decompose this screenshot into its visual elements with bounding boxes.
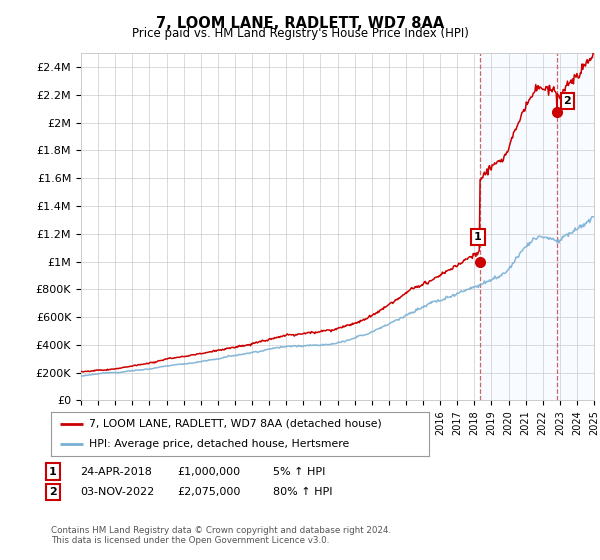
Text: 03-NOV-2022: 03-NOV-2022 [80, 487, 154, 497]
Text: 5% ↑ HPI: 5% ↑ HPI [273, 466, 325, 477]
Text: 80% ↑ HPI: 80% ↑ HPI [273, 487, 332, 497]
Text: 7, LOOM LANE, RADLETT, WD7 8AA: 7, LOOM LANE, RADLETT, WD7 8AA [156, 16, 444, 31]
Text: HPI: Average price, detached house, Hertsmere: HPI: Average price, detached house, Hert… [89, 439, 349, 449]
Text: £2,075,000: £2,075,000 [177, 487, 241, 497]
Text: £1,000,000: £1,000,000 [177, 466, 240, 477]
Text: 24-APR-2018: 24-APR-2018 [80, 466, 152, 477]
Bar [479, 53, 594, 400]
Text: This data is licensed under the Open Government Licence v3.0.: This data is licensed under the Open Gov… [51, 536, 329, 545]
Text: Contains HM Land Registry data © Crown copyright and database right 2024.: Contains HM Land Registry data © Crown c… [51, 526, 391, 535]
Text: Price paid vs. HM Land Registry's House Price Index (HPI): Price paid vs. HM Land Registry's House … [131, 27, 469, 40]
Text: 2: 2 [49, 487, 56, 497]
Text: 1: 1 [474, 232, 482, 242]
Text: 2: 2 [563, 96, 571, 106]
Text: 7, LOOM LANE, RADLETT, WD7 8AA (detached house): 7, LOOM LANE, RADLETT, WD7 8AA (detached… [89, 419, 382, 429]
Text: 1: 1 [49, 466, 56, 477]
